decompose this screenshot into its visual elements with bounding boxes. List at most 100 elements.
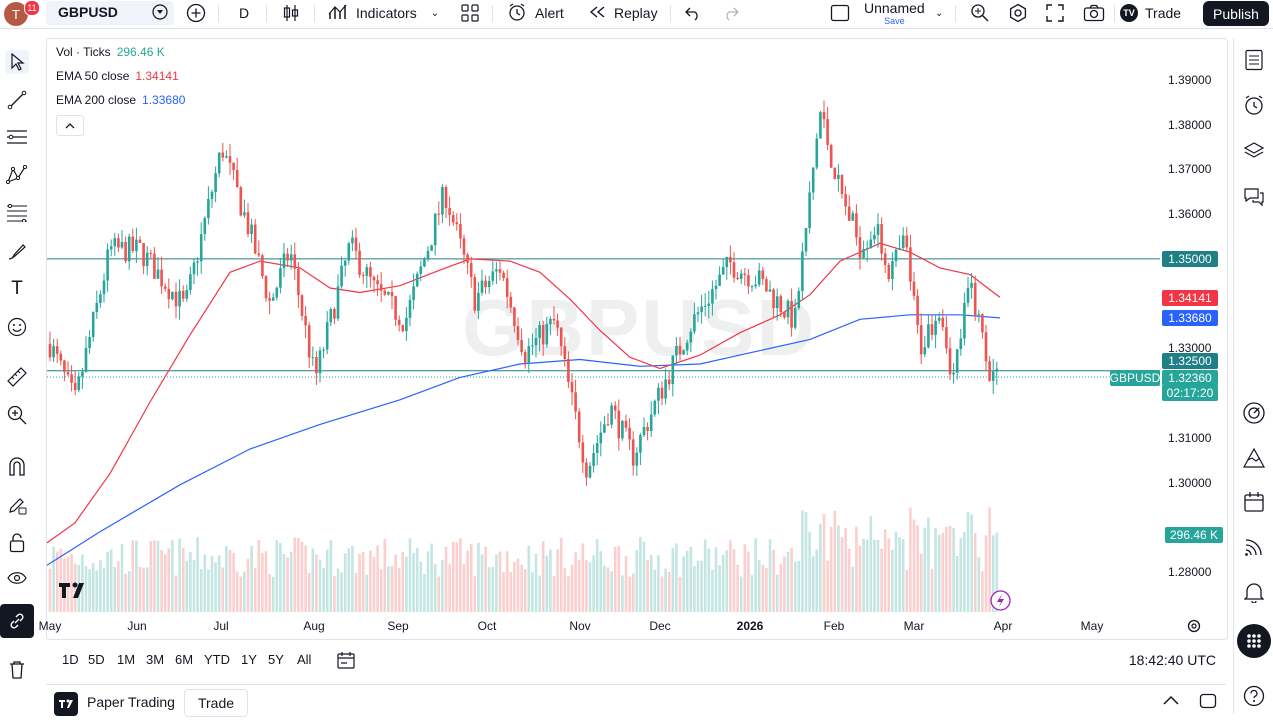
range-button-5d[interactable]: 5D: [88, 652, 105, 667]
fib-retracement-icon[interactable]: [5, 201, 29, 225]
fullscreen-icon[interactable]: [1046, 2, 1064, 24]
ema200-legend-label: EMA 200 close: [56, 93, 137, 107]
volume-tag: 296.46 K: [1165, 527, 1223, 543]
ema200-legend-value: 1.33680: [142, 93, 186, 107]
expand-chevron-up-icon[interactable]: [1162, 693, 1180, 711]
templates-icon[interactable]: [460, 2, 480, 24]
chevron-down-icon[interactable]: ⌄: [430, 7, 440, 19]
candles-icon[interactable]: [282, 2, 300, 24]
range-button-1y[interactable]: 1Y: [241, 652, 257, 667]
interval-button[interactable]: D: [239, 2, 249, 24]
text-tool-icon[interactable]: T: [11, 278, 23, 299]
axis-settings-gear-icon[interactable]: [1186, 618, 1202, 639]
time-tick-label: Aug: [303, 619, 325, 633]
ideas-icon[interactable]: [1242, 446, 1266, 470]
ema50-legend-value: 1.34141: [135, 69, 179, 83]
price-tick-label: 1.28000: [1168, 565, 1212, 579]
clock-timezone[interactable]: 18:42:40 UTC: [1128, 652, 1216, 668]
pattern-tool-icon[interactable]: [5, 163, 29, 187]
layout-name-button[interactable]: Unnamed Save: [864, 0, 925, 28]
chat-icon[interactable]: [1242, 185, 1266, 209]
top-toolbar: T 11 GBPUSD D Indicators ⌄ Alert Repl: [0, 0, 1273, 29]
eye-icon[interactable]: [5, 566, 29, 590]
replay-button[interactable]: Replay: [588, 2, 658, 24]
price-tick-label: 1.36000: [1168, 207, 1212, 222]
time-tick-label: Nov: [569, 619, 591, 633]
lock-drawing-pencil-icon[interactable]: [5, 493, 29, 517]
range-button-1m[interactable]: 1M: [117, 652, 136, 667]
ema200-legend[interactable]: EMA 200 close 1.33680: [56, 93, 185, 107]
smiley-icon[interactable]: [5, 315, 29, 339]
trade-button[interactable]: TV Trade: [1120, 2, 1181, 24]
range-button-3m[interactable]: 3M: [146, 652, 165, 667]
ruler-icon[interactable]: [5, 365, 29, 389]
range-button-5y[interactable]: 5Y: [268, 652, 284, 667]
cursor-arrow-icon[interactable]: [5, 50, 29, 74]
zoom-in-icon[interactable]: [5, 403, 29, 427]
undo-icon[interactable]: [684, 2, 702, 24]
paper-trading-tab[interactable]: Paper Trading: [87, 694, 175, 710]
camera-snapshot-icon[interactable]: [1083, 2, 1105, 24]
ema50-legend-label: EMA 50 close: [56, 69, 130, 83]
collapse-legend-chevron-up-icon[interactable]: [56, 115, 84, 136]
tradingview-logo-icon[interactable]: [58, 580, 90, 605]
interval-label: D: [239, 5, 250, 21]
add-symbol-icon[interactable]: [186, 2, 206, 24]
layout-chevron-down-icon[interactable]: ⌄: [935, 7, 944, 19]
lock-icon[interactable]: [5, 531, 29, 555]
symbol-name: GBPUSD: [58, 4, 118, 20]
lightning-icon[interactable]: [990, 590, 1011, 616]
calendar-icon[interactable]: [1242, 490, 1266, 514]
price-tick-label: 1.37000: [1168, 162, 1212, 177]
horizontal-lines-icon[interactable]: [5, 125, 29, 149]
price-tick-label: 1.31000: [1168, 430, 1212, 445]
magnet-icon[interactable]: [5, 455, 29, 479]
brush-icon[interactable]: [5, 240, 29, 264]
tradingview-logo-icon: TV: [1120, 4, 1138, 22]
settings-gear-icon[interactable]: [1008, 2, 1028, 24]
alerts-clock-icon[interactable]: [1242, 93, 1266, 117]
trend-line-icon[interactable]: [5, 88, 29, 112]
help-icon[interactable]: [1242, 684, 1266, 708]
maximize-panel-icon[interactable]: [1199, 693, 1217, 714]
price-tick-label: 1.30000: [1168, 475, 1212, 490]
time-tick-label: Mar: [903, 619, 925, 633]
time-tick-label: Jun: [127, 619, 147, 633]
time-tick-label: Sep: [387, 619, 409, 633]
paper-trading-logo-icon: [54, 692, 78, 716]
last-price-tag: 1.32360: [1162, 370, 1218, 386]
redo-icon[interactable]: [722, 2, 740, 24]
volume-legend[interactable]: Vol · Ticks 296.46 K: [56, 45, 165, 59]
layout-save-status: Save: [884, 16, 905, 26]
indicators-button[interactable]: Indicators ⌄: [328, 2, 439, 24]
symbol-price-tag: GBPUSD: [1109, 370, 1161, 386]
range-button-all[interactable]: All: [297, 652, 312, 667]
status-trade-button[interactable]: Trade: [184, 689, 248, 717]
range-button-6m[interactable]: 6M: [175, 652, 194, 667]
compare-symbol-icon[interactable]: [152, 4, 168, 25]
apps-grid-icon[interactable]: [1237, 624, 1271, 658]
trash-icon[interactable]: [5, 658, 29, 682]
range-button-ytd[interactable]: YTD: [204, 652, 230, 667]
price-tick-label: 1.33000: [1168, 341, 1212, 356]
symbol-search[interactable]: GBPUSD: [46, 1, 174, 25]
layout-icon[interactable]: [830, 2, 850, 24]
quick-search-icon[interactable]: [970, 2, 990, 24]
rewind-icon: [588, 4, 606, 23]
ema50-legend[interactable]: EMA 50 close 1.34141: [56, 69, 179, 83]
user-avatar[interactable]: T 11: [4, 0, 40, 26]
level-price-tag: 1.35000: [1162, 251, 1218, 267]
broadcast-icon[interactable]: [1242, 535, 1266, 559]
layers-icon[interactable]: [1242, 139, 1266, 163]
range-button-1d[interactable]: 1D: [62, 652, 79, 667]
link-icon[interactable]: [0, 604, 34, 638]
target-icon[interactable]: [1242, 401, 1266, 425]
watchlist-icon[interactable]: [1242, 48, 1266, 72]
time-tick-label: Jul: [213, 619, 229, 633]
calendar-goto-icon[interactable]: [336, 650, 356, 675]
time-tick-label: Oct: [477, 619, 497, 633]
notification-bell-icon[interactable]: [1242, 580, 1266, 604]
alert-button[interactable]: Alert: [507, 2, 564, 24]
notification-badge: 11: [24, 0, 40, 16]
publish-button[interactable]: Publish: [1203, 1, 1269, 26]
